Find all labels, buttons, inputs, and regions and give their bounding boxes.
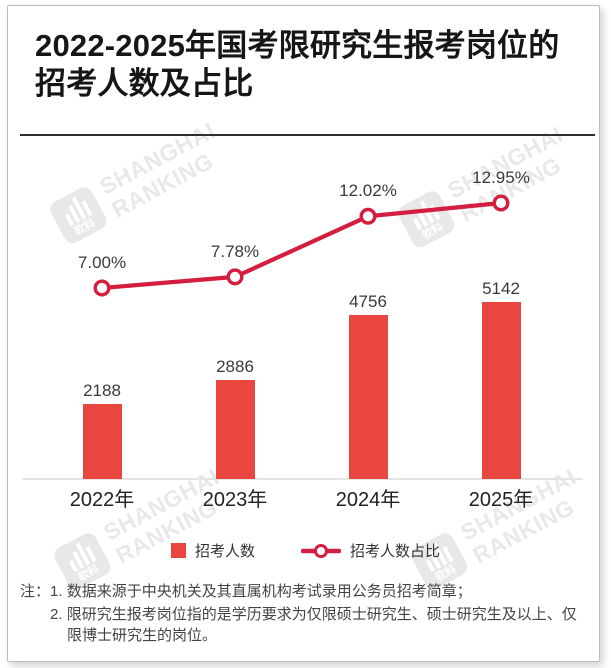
chart-title-line2: 招考人数及占比: [35, 66, 254, 101]
x-axis-label: 2025年: [468, 489, 534, 511]
bar-value-label: 5142: [482, 279, 520, 298]
footnote-prefix: 注：: [20, 583, 51, 600]
bar-2022: [82, 404, 122, 479]
bar-swatch-icon: [170, 543, 186, 558]
bar-value-label: 2188: [83, 381, 121, 400]
footnote-2: 2. 限研究生报考岗位指的是学历要求为仅限硕士研究生、硕士研究生及以上、仅限博士…: [50, 605, 577, 645]
line-value-label: 12.95%: [472, 168, 530, 187]
bar-value-label: 4756: [349, 292, 387, 311]
legend-bar-label: 招考人数: [194, 543, 255, 560]
bar-value-label: 2886: [216, 357, 254, 376]
line-value-label: 12.02%: [339, 181, 397, 201]
line-value-label: 7.00%: [77, 253, 127, 272]
x-axis-label: 2024年: [335, 489, 401, 511]
bar-2023: [215, 380, 255, 479]
x-axis-label: 2023年: [202, 489, 268, 511]
line-marker-icon: [301, 543, 341, 558]
title-divider: [20, 134, 595, 136]
bar-2025: [481, 302, 521, 479]
line-series: [93, 194, 510, 297]
chart-title-line1: 2022-2025年国考限研究生报考岗位的: [35, 28, 560, 63]
footnote-1: 1. 数据来源于中央机关及其直属机构考试录用公务员招考简章；: [50, 583, 472, 600]
combo-chart: 7.00% 2188 2022年 7.78% 2886 2023年 12.02%…: [0, 140, 611, 512]
legend-line-label: 招考人数占比: [350, 543, 441, 560]
legend-item-line: 招考人数占比: [301, 540, 440, 561]
line-value-label: 7.78%: [210, 241, 260, 261]
bar-2024: [348, 315, 388, 479]
x-axis-line: [22, 478, 583, 480]
chart-title: 2022-2025年国考限研究生报考岗位的 招考人数及占比: [35, 27, 583, 103]
x-axis-label: 2022年: [69, 489, 135, 511]
legend-item-bar: 招考人数: [170, 540, 255, 561]
footnotes: 注： 1. 数据来源于中央机关及其直属机构考试录用公务员招考简章； 2. 限研究…: [20, 581, 586, 648]
legend: 招考人数 招考人数占比: [0, 540, 611, 561]
footnote-items: 1. 数据来源于中央机关及其直属机构考试录用公务员招考简章； 2. 限研究生报考…: [50, 581, 586, 648]
